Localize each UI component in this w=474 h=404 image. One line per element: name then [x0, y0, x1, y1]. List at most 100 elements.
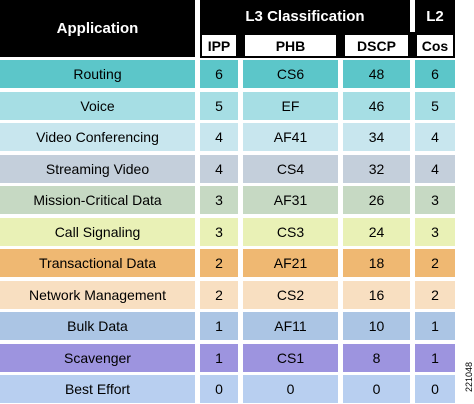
value-cell: 3 [200, 217, 238, 246]
value-cell: 4 [200, 123, 238, 151]
value-cell: 2 [415, 280, 455, 309]
value-cell-text: 1 [431, 318, 439, 334]
value-cell: 0 [343, 375, 410, 403]
value-cell: 3 [200, 186, 238, 214]
value-cell-text: AF31 [273, 192, 308, 208]
value-cell-text: 10 [368, 318, 385, 334]
value-cell-text: 1 [215, 349, 223, 366]
value-cell: 2 [200, 249, 238, 277]
value-cell-text: 0 [215, 381, 223, 397]
value-cell: 2 [415, 249, 455, 277]
value-cell-text: 46 [368, 97, 385, 114]
figure-id: 221048 [464, 361, 474, 392]
value-cell-text: 0 [286, 381, 295, 397]
value-cell: 0 [415, 375, 455, 403]
value-cell: 5 [415, 91, 455, 120]
value-cell: 1 [200, 312, 238, 340]
value-cell-text: CS6 [276, 66, 305, 82]
column-header-text: PHB [275, 37, 306, 54]
value-cell: 5 [200, 91, 238, 120]
value-cell: 1 [415, 343, 455, 372]
column-header: DSCP [345, 35, 408, 56]
value-cell: 24 [343, 217, 410, 246]
application-cell-text: Best Effort [64, 381, 131, 397]
application-cell: Transactional Data [0, 249, 195, 277]
application-cell-text: Streaming Video [45, 160, 150, 177]
value-cell: 1 [200, 343, 238, 372]
value-cell-text: 3 [215, 223, 223, 240]
value-cell: 1 [415, 312, 455, 340]
application-cell-text: Mission-Critical Data [33, 192, 162, 208]
value-cell: 16 [343, 280, 410, 309]
value-cell: AF31 [243, 186, 338, 214]
value-cell-text: 2 [215, 286, 223, 303]
value-cell: AF41 [243, 123, 338, 151]
value-cell-text: 1 [431, 349, 439, 366]
value-cell-text: 4 [431, 160, 439, 177]
value-cell: CS2 [243, 280, 338, 309]
value-cell: CS3 [243, 217, 338, 246]
value-cell: CS1 [243, 343, 338, 372]
application-cell-text: Call Signaling [54, 223, 141, 240]
value-cell: 32 [343, 154, 410, 183]
value-cell-text: 26 [368, 192, 385, 208]
header-application-text: Application [56, 20, 139, 37]
application-cell: Best Effort [0, 375, 195, 403]
value-cell-text: 5 [215, 97, 223, 114]
column-header-text: Cos [421, 37, 449, 54]
value-cell: 6 [415, 60, 455, 88]
column-header-text: DSCP [357, 37, 396, 54]
header-l3-text: L3 Classification [245, 7, 365, 25]
value-cell: 6 [200, 60, 238, 88]
application-cell: Streaming Video [0, 154, 195, 183]
header-l2: L2 [415, 0, 455, 32]
value-cell: 26 [343, 186, 410, 214]
application-cell-text: Voice [80, 97, 115, 114]
value-cell: AF21 [243, 249, 338, 277]
column-header-text: IPP [207, 37, 231, 54]
value-cell: 0 [243, 375, 338, 403]
value-cell: 2 [200, 280, 238, 309]
value-cell-text: 18 [368, 255, 385, 271]
application-cell: Voice [0, 91, 195, 120]
value-cell: CS6 [243, 60, 338, 88]
value-cell: 3 [415, 186, 455, 214]
value-cell-text: 3 [431, 192, 439, 208]
value-cell-text: CS1 [276, 349, 305, 366]
value-cell-text: AF21 [273, 255, 308, 271]
header-l2-text: L2 [426, 7, 444, 25]
application-cell: Mission-Critical Data [0, 186, 195, 214]
value-cell-text: 6 [431, 66, 439, 82]
value-cell-text: CS4 [276, 160, 305, 177]
value-cell-text: 4 [215, 160, 223, 177]
value-cell-text: 3 [215, 192, 223, 208]
value-cell-text: AF41 [273, 129, 308, 145]
value-cell-text: 4 [431, 129, 439, 145]
value-cell: EF [243, 91, 338, 120]
value-cell-text: CS3 [276, 223, 305, 240]
value-cell-text: 0 [431, 381, 439, 397]
value-cell-text: 24 [368, 223, 385, 240]
value-cell: AF11 [243, 312, 338, 340]
application-cell-text: Transactional Data [39, 255, 156, 271]
header-l3: L3 Classification [200, 0, 410, 32]
value-cell-text: 4 [215, 129, 223, 145]
value-cell-text: 6 [215, 66, 223, 82]
value-cell-text: AF11 [274, 318, 307, 334]
value-cell: CS4 [243, 154, 338, 183]
value-cell-text: 8 [372, 349, 381, 366]
value-cell-text: 34 [368, 129, 385, 145]
value-cell: 18 [343, 249, 410, 277]
value-cell-text: 32 [368, 160, 385, 177]
value-cell-text: 3 [431, 223, 439, 240]
value-cell: 4 [200, 154, 238, 183]
value-cell: 10 [343, 312, 410, 340]
value-cell-text: 48 [368, 66, 385, 82]
application-cell: Routing [0, 60, 195, 88]
value-cell-text: 2 [431, 255, 439, 271]
application-cell: Bulk Data [0, 312, 195, 340]
application-cell: Call Signaling [0, 217, 195, 246]
application-cell: Scavenger [0, 343, 195, 372]
value-cell-text: CS2 [276, 286, 305, 303]
